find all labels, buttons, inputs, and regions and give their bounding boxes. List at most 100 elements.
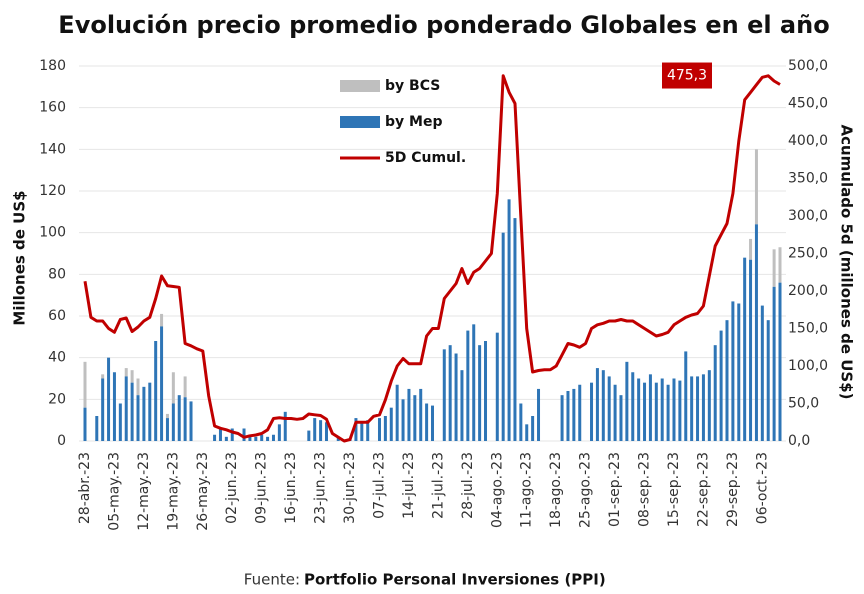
bar — [778, 282, 782, 441]
bar — [83, 407, 87, 441]
bar — [749, 238, 753, 260]
bar — [778, 247, 782, 283]
x-tick-label: 23-jun.-23 — [313, 452, 329, 524]
bar — [478, 345, 482, 441]
bar — [124, 376, 128, 441]
bar — [572, 388, 576, 441]
y-tick-label: 80 — [48, 266, 66, 282]
x-tick-label: 12-may.-23 — [136, 452, 152, 531]
bar — [95, 416, 99, 441]
y2-axis-title: Acumulado 5d (millones de US$) — [838, 124, 856, 399]
bar — [690, 376, 694, 441]
bar — [631, 372, 635, 441]
bar — [672, 378, 676, 441]
bar — [760, 305, 764, 441]
bar — [707, 370, 711, 441]
bar — [637, 378, 641, 441]
bar — [118, 403, 122, 441]
bar — [590, 382, 594, 441]
bar — [266, 436, 270, 441]
x-tick-label: 01-sep.-23 — [607, 452, 623, 527]
bar — [731, 301, 735, 441]
bar — [560, 395, 564, 441]
x-tick-label: 08-sep.-23 — [637, 452, 653, 527]
x-tick-label: 15-sep.-23 — [666, 452, 682, 527]
bar — [171, 403, 175, 441]
y2-tick-label: 450,0 — [788, 96, 828, 112]
bar — [271, 434, 275, 441]
bar — [154, 341, 158, 441]
bar — [725, 320, 729, 441]
chart-title: Evolución precio promedio ponderado Glob… — [58, 11, 829, 39]
bar — [619, 395, 623, 441]
bar — [248, 434, 252, 441]
line — [83, 74, 781, 443]
bar — [566, 391, 570, 441]
x-tick-label: 02-jun.-23 — [224, 452, 240, 524]
bar — [160, 326, 164, 441]
bar — [484, 341, 488, 441]
bar — [389, 407, 393, 441]
bar — [189, 401, 193, 441]
y-tick-label: 60 — [48, 308, 66, 324]
y2-tick-label: 400,0 — [788, 133, 828, 149]
y2-tick-label: 500,0 — [788, 58, 828, 74]
x-tick-label: 21-jul.-23 — [430, 452, 446, 519]
x-tick-label: 16-jun.-23 — [283, 452, 299, 524]
bar — [766, 320, 770, 441]
y-tick-label: 140 — [39, 141, 66, 157]
bar — [713, 345, 717, 441]
source-prefix: Fuente: — [244, 571, 300, 589]
y2-tick-label: 250,0 — [788, 246, 828, 262]
bar — [719, 330, 723, 441]
bar — [666, 384, 670, 441]
x-tick-label: 11-ago.-23 — [519, 452, 535, 528]
bar — [148, 382, 152, 441]
value-label: 475,3 — [667, 68, 707, 84]
bar — [124, 368, 128, 377]
y-tick-label: 180 — [39, 58, 66, 74]
x-tick-label: 19-may.-23 — [165, 452, 181, 531]
bar — [160, 313, 164, 327]
bar — [531, 416, 535, 441]
bar — [454, 353, 458, 441]
y-tick-label: 20 — [48, 391, 66, 407]
bar — [754, 224, 758, 441]
x-tick-label: 06-oct.-23 — [754, 452, 770, 524]
x-tick-label: 26-may.-23 — [195, 452, 211, 531]
bar — [419, 388, 423, 441]
bar — [277, 424, 281, 441]
bar — [107, 357, 111, 441]
bar — [324, 422, 328, 441]
legend-label: 5D Cumul. — [385, 150, 466, 166]
bar — [601, 370, 605, 441]
bar — [165, 418, 169, 441]
bar — [648, 374, 652, 441]
bar — [507, 199, 511, 441]
bar — [425, 403, 429, 441]
bar — [101, 378, 105, 441]
bar — [260, 434, 264, 441]
bar — [442, 349, 446, 441]
bar — [136, 395, 140, 441]
bar — [112, 372, 116, 441]
bar — [448, 345, 452, 441]
y-tick-label: 160 — [39, 100, 66, 116]
y-tick-label: 40 — [48, 350, 66, 366]
bar — [142, 386, 146, 441]
bar — [377, 418, 381, 441]
bar — [660, 378, 664, 441]
bar — [431, 405, 434, 441]
bar — [595, 368, 599, 441]
bar — [395, 384, 399, 441]
bar — [401, 399, 405, 441]
y2-tick-label: 200,0 — [788, 283, 828, 299]
x-tick-label: 09-jun.-23 — [254, 452, 270, 524]
y2-tick-label: 300,0 — [788, 208, 828, 224]
bar — [224, 436, 228, 441]
bar — [213, 434, 217, 441]
bar — [319, 420, 323, 441]
x-tick-label: 28-jul.-23 — [460, 452, 476, 519]
